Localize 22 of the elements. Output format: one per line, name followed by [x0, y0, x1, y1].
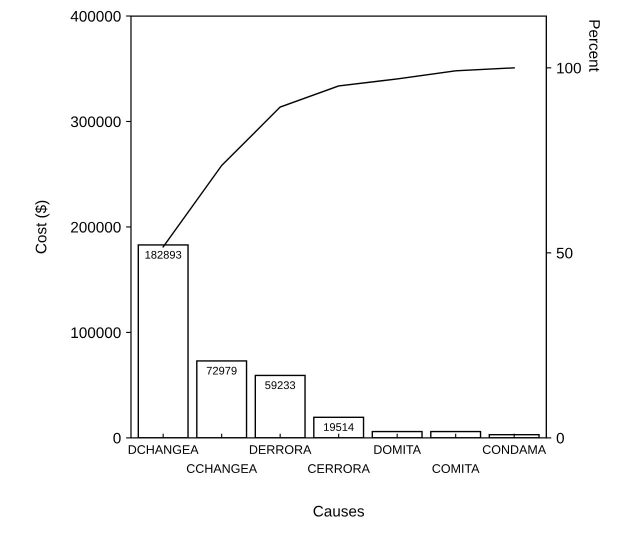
x-tick-label: DCHANGEA [128, 445, 199, 454]
y2-tick-label: 50 [556, 248, 572, 259]
x-tick-label: CONDAMA [482, 445, 546, 454]
data-label: 72979 [206, 366, 237, 375]
data-label: 19514 [324, 423, 354, 432]
data-label: 59233 [265, 381, 296, 390]
y-tick-label: 100000 [71, 327, 121, 338]
x-tick-label: DOMITA [374, 445, 421, 454]
x-tick-label: COMITA [432, 464, 480, 474]
y-tick-label: 0 [113, 432, 121, 444]
y-tick-label: 400000 [70, 10, 121, 22]
y-axis-title: Cost ($) [34, 200, 50, 254]
x-tick-label: CERRORA [308, 464, 370, 474]
x-axis-title: Causes [314, 506, 364, 517]
y2-tick-label: 0 [556, 432, 564, 444]
x-tick-label: DERRORA [250, 445, 312, 454]
x-tick-label: CCHANGEA [186, 464, 258, 474]
data-label: 182893 [145, 250, 182, 259]
y-tick-label: 200000 [71, 222, 121, 233]
y-tick-label: 300000 [70, 116, 121, 128]
y2-axis-title: Percent [589, 20, 600, 72]
y2-tick-label: 100 [557, 62, 581, 74]
